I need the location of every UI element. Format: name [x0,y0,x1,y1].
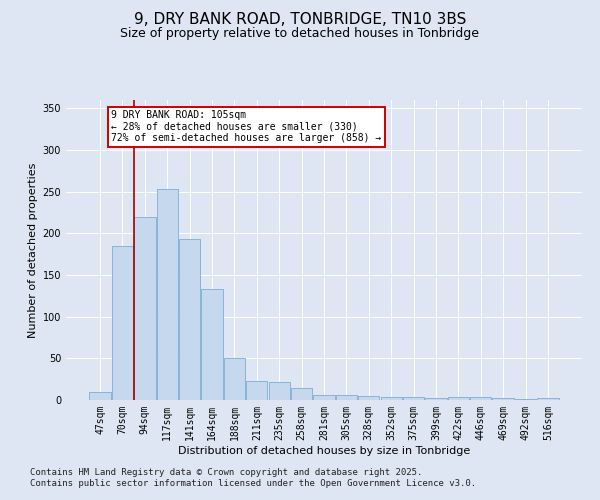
Bar [470,396,491,400]
Y-axis label: Number of detached properties: Number of detached properties [28,162,38,338]
Text: Size of property relative to detached houses in Tonbridge: Size of property relative to detached ho… [121,28,479,40]
Bar [224,358,245,400]
Bar [358,396,379,400]
Text: 9 DRY BANK ROAD: 105sqm
← 28% of detached houses are smaller (330)
72% of semi-d: 9 DRY BANK ROAD: 105sqm ← 28% of detache… [111,110,382,143]
Bar [134,216,155,400]
X-axis label: Distribution of detached houses by size in Tonbridge: Distribution of detached houses by size … [178,446,470,456]
Bar [291,388,312,400]
Bar [313,395,335,400]
Bar [202,289,223,400]
Bar [537,398,559,400]
Bar [89,392,111,400]
Bar [157,189,178,400]
Bar [380,396,402,400]
Bar [515,399,536,400]
Bar [179,239,200,400]
Text: Contains HM Land Registry data © Crown copyright and database right 2025.
Contai: Contains HM Land Registry data © Crown c… [30,468,476,487]
Bar [336,395,357,400]
Bar [403,396,424,400]
Text: 9, DRY BANK ROAD, TONBRIDGE, TN10 3BS: 9, DRY BANK ROAD, TONBRIDGE, TN10 3BS [134,12,466,28]
Bar [246,381,268,400]
Bar [493,398,514,400]
Bar [269,382,290,400]
Bar [448,396,469,400]
Bar [425,398,446,400]
Bar [112,246,133,400]
